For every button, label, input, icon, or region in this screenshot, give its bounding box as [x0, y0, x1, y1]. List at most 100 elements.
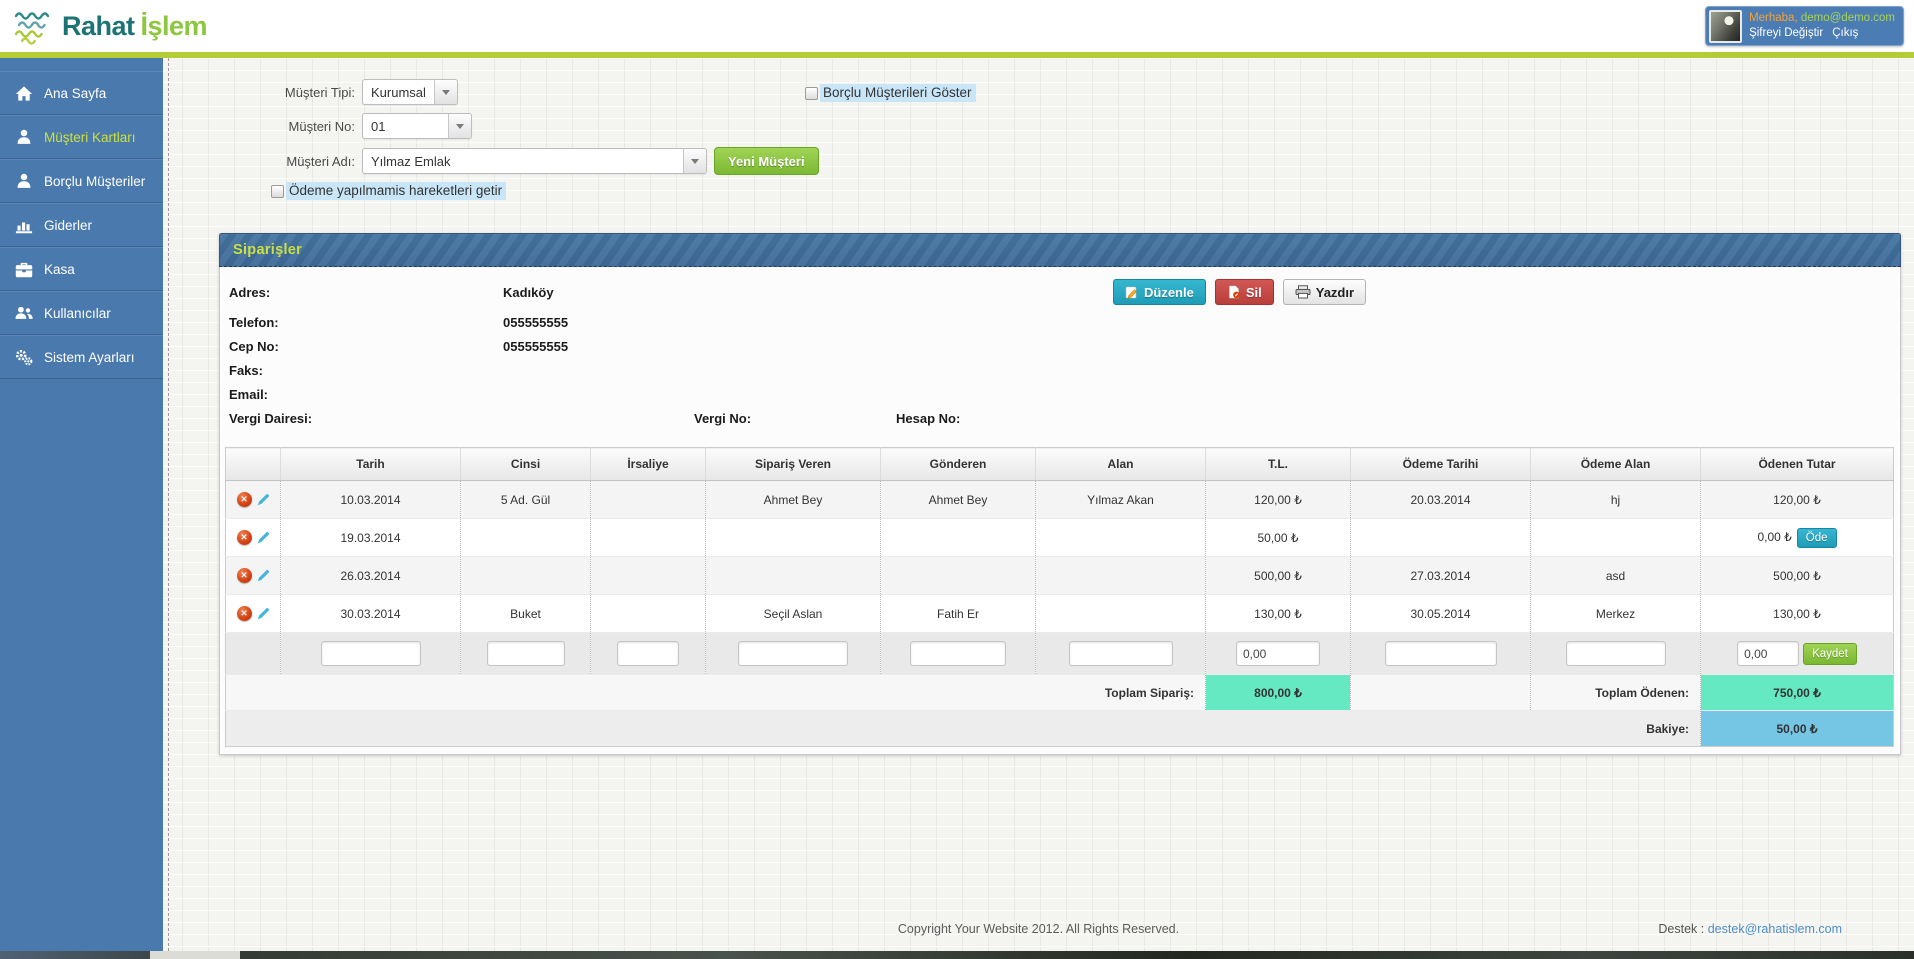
delete-row-icon[interactable]: ✕ — [236, 530, 252, 545]
sidebar-item-sistem-ayarlari[interactable]: Sistem Ayarları — [0, 335, 163, 379]
odenen-tutar-input[interactable] — [1737, 641, 1800, 666]
sidebar-nav: Ana Sayfa Müşteri Kartları Borçlu Müşter… — [0, 58, 163, 951]
support-contact: Destek : destek@rahatislem.com — [1658, 922, 1842, 936]
edit-row-icon[interactable] — [257, 569, 270, 582]
chevron-down-icon — [448, 114, 471, 138]
support-email-link[interactable]: destek@rahatislem.com — [1707, 922, 1842, 936]
sidebar-item-borclu-musteriler[interactable]: Borçlu Müşteriler — [0, 159, 163, 203]
ode-button[interactable]: Öde — [1796, 527, 1837, 548]
briefcase-icon — [15, 261, 33, 278]
customer-details: Adres: Kadıköy Telefon: 055555555 Cep No: 0… — [229, 280, 1429, 430]
column-header: Sipariş Veren — [705, 447, 881, 481]
duzenle-button[interactable]: Düzenle — [1113, 279, 1206, 305]
yazdir-button[interactable]: Yazdır — [1282, 279, 1367, 305]
orders-panel-header: Siparişler — [219, 233, 1901, 267]
new-order-input-row: Kaydet — [225, 632, 1894, 675]
borclu-checkbox-row: Borçlu Müşterileri Göster — [805, 84, 976, 102]
sidebar-item-kullanicilar[interactable]: Kullanıcılar — [0, 291, 163, 335]
odeme-checkbox-row: Ödeme yapılmamis hareketleri getir — [271, 182, 507, 200]
app-logo: Rahat İşlem — [12, 7, 208, 45]
odeme-alan-input[interactable] — [1565, 641, 1666, 666]
change-password-link[interactable]: Şifreyi Değiştir — [1749, 27, 1824, 39]
tl-input[interactable] — [1236, 641, 1320, 666]
customer-icon — [15, 129, 33, 146]
siparis-veren-input[interactable] — [738, 641, 848, 666]
musteri-adi-label: Müşteri Adı: — [286, 153, 355, 169]
home-icon — [15, 85, 33, 102]
sidebar-item-giderler[interactable]: Giderler — [0, 203, 163, 247]
irsaliye-input[interactable] — [617, 641, 679, 666]
app-header: Rahat İşlem Merhaba, demo@demo.com Şifrey… — [0, 0, 1914, 52]
accent-bar — [0, 52, 1914, 58]
column-header: Ödeme Tarihi — [1350, 447, 1531, 481]
detail-email: Email: — [229, 386, 269, 402]
column-header: T.L. — [1205, 447, 1351, 481]
desktop-strip-tab — [150, 951, 240, 959]
table-row: ✕ 10.03.2014 5 Ad. Gül Ahmet Bey Ahmet B… — [225, 480, 1894, 519]
toplam-siparis-label: Toplam Sipariş: — [225, 674, 1206, 711]
musteri-tipi-select[interactable]: Kurumsal — [362, 79, 458, 105]
gears-icon — [15, 349, 33, 366]
table-row: ✕ 30.03.2014 Buket Seçil Aslan Fatih Er … — [225, 594, 1894, 633]
avatar — [1709, 9, 1743, 43]
yeni-musteri-button[interactable]: Yeni Müşteri — [714, 147, 819, 175]
gonderen-input[interactable] — [910, 641, 1006, 666]
edit-pencil-icon — [1125, 286, 1137, 299]
chevron-down-icon — [683, 149, 706, 173]
debtor-icon — [15, 173, 33, 190]
borclu-checkbox[interactable] — [805, 86, 818, 100]
musteri-no-select[interactable]: 01 — [362, 113, 472, 139]
sidebar-item-label: Kullanıcılar — [44, 305, 111, 321]
delete-row-icon[interactable]: ✕ — [236, 568, 252, 583]
sidebar-item-label: Borçlu Müşteriler — [44, 173, 146, 189]
alan-input[interactable] — [1068, 641, 1173, 666]
users-icon — [15, 305, 33, 322]
edit-row-icon[interactable] — [257, 607, 270, 620]
totals-row: Toplam Sipariş: 800,00 ₺ Toplam Ödenen: … — [225, 674, 1894, 711]
delete-row-icon[interactable]: ✕ — [236, 606, 252, 621]
edit-row-icon[interactable] — [257, 493, 270, 506]
detail-telefon: Telefon: 055555555 — [229, 314, 569, 330]
odeme-checkbox-label: Ödeme yapılmamis hareketleri getir — [286, 182, 507, 200]
bakiye-value: 50,00 ₺ — [1700, 710, 1894, 747]
edit-row-icon[interactable] — [257, 531, 270, 544]
copyright-text: Copyright Your Website 2012. All Rights … — [897, 922, 1180, 936]
table-row: ✕ 26.03.2014 500,00 ₺ 27.03.2014 asd 500… — [225, 556, 1894, 595]
orders-table: Tarih Cinsi İrsaliye Sipariş Veren Gönde… — [225, 447, 1894, 747]
logout-link[interactable]: Çıkış — [1832, 27, 1859, 39]
content-divider — [168, 58, 169, 951]
detail-vergi: Vergi Dairesi: Vergi No: Hesap No: — [229, 410, 961, 426]
odeme-tarihi-input[interactable] — [1384, 641, 1497, 666]
sidebar-item-musteri-kartlari[interactable]: Müşteri Kartları — [0, 115, 163, 159]
column-header: Gönderen — [880, 447, 1036, 481]
toplam-siparis-value: 800,00 ₺ — [1205, 674, 1351, 711]
delete-row-icon[interactable]: ✕ — [236, 492, 252, 507]
user-panel: Merhaba, demo@demo.com Şifreyi Değiştir Ç… — [1705, 6, 1904, 46]
musteri-tipi-row: Müşteri Tipi: Kurumsal — [273, 79, 458, 105]
toplam-odenen-label: Toplam Ödenen: — [1530, 674, 1701, 711]
sidebar-item-kasa[interactable]: Kasa — [0, 247, 163, 291]
bakiye-label: Bakiye: — [225, 710, 1701, 747]
sidebar-item-label: Ana Sayfa — [44, 85, 107, 101]
sidebar-item-label: Sistem Ayarları — [44, 349, 135, 365]
sil-button[interactable]: Sil — [1214, 279, 1274, 305]
chevron-down-icon — [434, 80, 457, 104]
record-actions: Düzenle Sil Yazdır — [1113, 279, 1367, 305]
sidebar-item-label: Müşteri Kartları — [44, 129, 136, 145]
sidebar-item-label: Kasa — [44, 261, 75, 277]
page-title: Rahat İşlem — [62, 10, 208, 41]
tarih-input[interactable] — [320, 641, 421, 666]
borclu-checkbox-label: Borçlu Müşterileri Göster — [820, 84, 976, 102]
musteri-no-label: Müşteri No: — [288, 118, 355, 134]
sidebar-item-label: Giderler — [44, 217, 93, 233]
odeme-checkbox[interactable] — [271, 184, 284, 198]
kaydet-button[interactable]: Kaydet — [1803, 642, 1857, 665]
logo-waves-icon — [12, 7, 54, 45]
sidebar-item-ana-sayfa[interactable]: Ana Sayfa — [0, 71, 163, 115]
musteri-adi-select[interactable]: Yılmaz Emlak — [362, 148, 707, 174]
column-header: Tarih — [280, 447, 461, 481]
orders-panel: Siparişler Adres: Kadıköy Telefon: 0555555… — [219, 233, 1901, 755]
table-header-row: Tarih Cinsi İrsaliye Sipariş Veren Gönde… — [225, 447, 1894, 481]
column-header: Alan — [1035, 447, 1206, 481]
cinsi-input[interactable] — [486, 641, 565, 666]
